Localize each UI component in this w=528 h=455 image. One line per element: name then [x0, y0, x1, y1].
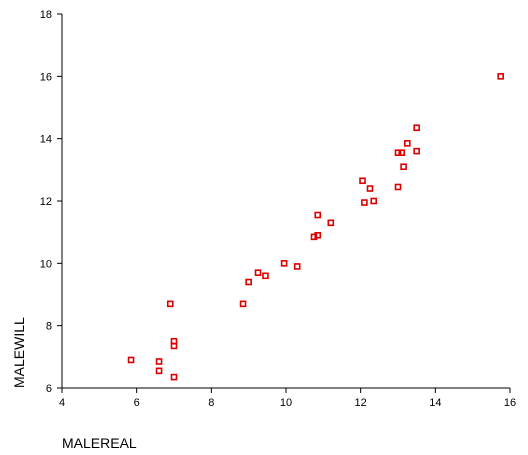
data-point	[170, 337, 178, 345]
y-tick-label: 6	[46, 383, 52, 395]
data-point	[245, 278, 252, 286]
data-point	[327, 219, 335, 227]
y-tick-label: 8	[46, 321, 52, 333]
x-tick-label: 8	[208, 397, 214, 409]
data-point	[404, 140, 411, 147]
axes	[61, 14, 510, 389]
data-point	[166, 300, 174, 308]
data-point	[370, 197, 378, 205]
data-point	[155, 358, 163, 365]
data-point	[314, 211, 322, 219]
data-point	[155, 367, 163, 375]
x-tick-label: 14	[429, 397, 441, 409]
y-tick-label: 10	[40, 258, 52, 270]
data-point	[400, 163, 407, 171]
data-point	[413, 147, 420, 155]
data-point	[398, 149, 406, 156]
x-tick-label: 10	[280, 397, 292, 409]
data-point	[127, 356, 135, 364]
data-point	[239, 300, 247, 308]
data-point	[293, 263, 301, 270]
data-point	[394, 149, 402, 156]
x-tick-label: 4	[59, 397, 65, 409]
data-points	[127, 73, 504, 381]
data-point	[361, 199, 368, 206]
x-tick-label: 6	[134, 397, 140, 409]
y-axis-label: MALEWILL	[11, 317, 27, 388]
x-axis-label: MALEREAL	[62, 435, 137, 451]
y-tick-label: 14	[40, 134, 52, 146]
data-point	[254, 269, 262, 276]
y-tick-label: 18	[40, 9, 52, 21]
x-tick-label: 12	[355, 397, 367, 409]
x-tick-label: 16	[504, 397, 516, 409]
y-tick-label: 16	[40, 71, 52, 83]
data-point	[314, 231, 322, 239]
data-point	[366, 185, 374, 192]
data-point	[280, 260, 288, 267]
y-tick-label: 12	[40, 196, 52, 208]
data-point	[170, 373, 178, 381]
data-point	[262, 272, 269, 280]
data-point	[359, 177, 366, 185]
data-point	[413, 124, 420, 132]
data-point	[394, 183, 402, 191]
data-point	[497, 73, 504, 80]
data-point	[310, 233, 318, 241]
